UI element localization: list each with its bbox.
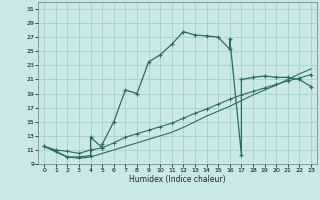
X-axis label: Humidex (Indice chaleur): Humidex (Indice chaleur) [129,175,226,184]
